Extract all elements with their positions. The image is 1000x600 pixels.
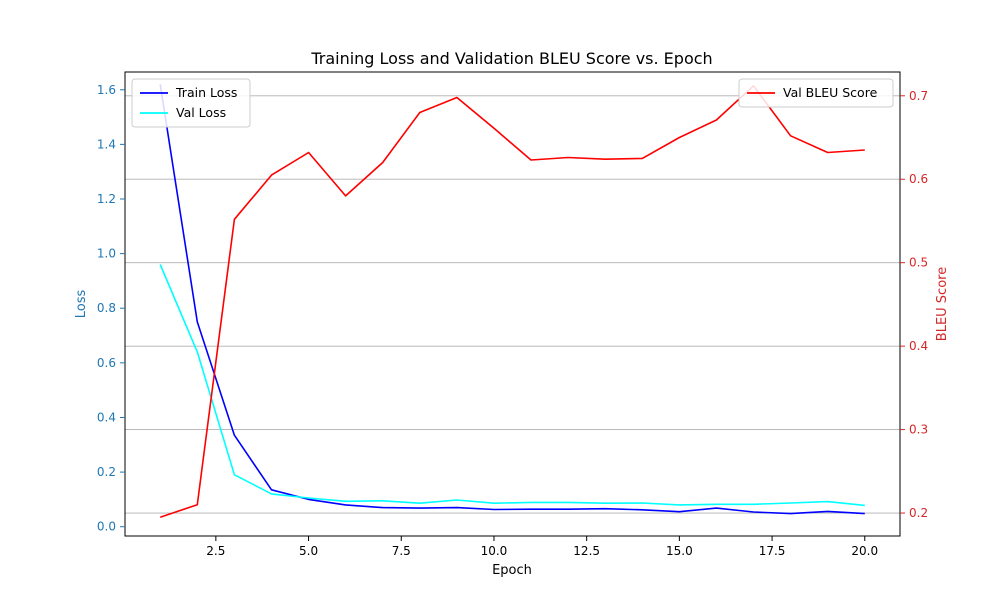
series-line-train-loss [159,84,865,515]
y-left-tick-label: 1.0 [97,247,116,261]
legend-label: Val BLEU Score [783,85,878,100]
y-left-tick-label: 0.4 [97,410,116,424]
y-left-tick-label: 0.2 [97,465,116,479]
y-axis-left-label: Loss [74,290,89,319]
chart-title: Training Loss and Validation BLEU Score … [310,49,712,68]
legend-left: Train Loss Val Loss [131,78,251,128]
y-right-tick-label: 0.6 [909,172,928,186]
y-right-tick-label: 0.7 [909,89,928,103]
x-tick-label: 12.5 [573,544,600,558]
x-tick-label: 5.0 [299,544,318,558]
x-axis: 2.5 5.0 7.5 10.0 12.5 15.0 17.5 20.0 [206,536,878,558]
x-tick-label: 20.0 [851,544,878,558]
y-left-tick-label: 1.4 [97,137,116,151]
series-line-val-loss [159,264,865,507]
plot-frame [124,71,901,537]
y-axis-right-label: BLEU Score [935,267,950,341]
legend-box [131,78,251,128]
x-tick-label: 7.5 [392,544,411,558]
x-tick-label: 2.5 [206,544,225,558]
y-right-tick-label: 0.2 [909,506,928,520]
x-tick-label: 10.0 [481,544,508,558]
y-right-tick-label: 0.3 [909,423,928,437]
y-left-tick-label: 0.0 [97,520,116,534]
y-right-tick-label: 0.4 [909,339,928,353]
legend-label: Train Loss [175,85,237,100]
y-left-tick-label: 0.6 [97,356,116,370]
y-left-tick-label: 1.6 [97,83,116,97]
y-left-tick-label: 0.8 [97,301,116,315]
y-axis-left: 0.0 0.2 0.4 0.6 0.8 1.0 1.2 1.4 1.6 [97,83,125,534]
legend-label: Val Loss [176,105,226,120]
legend-box [738,78,894,108]
legend-right: Val BLEU Score [738,78,894,108]
y-axis-right: 0.2 0.3 0.4 0.5 0.6 0.7 [900,89,928,520]
x-tick-label: 15.0 [666,544,693,558]
y-left-tick-label: 1.2 [97,192,116,206]
x-tick-label: 17.5 [759,544,786,558]
y-right-tick-label: 0.5 [909,256,928,270]
x-axis-label: Epoch [492,563,532,578]
